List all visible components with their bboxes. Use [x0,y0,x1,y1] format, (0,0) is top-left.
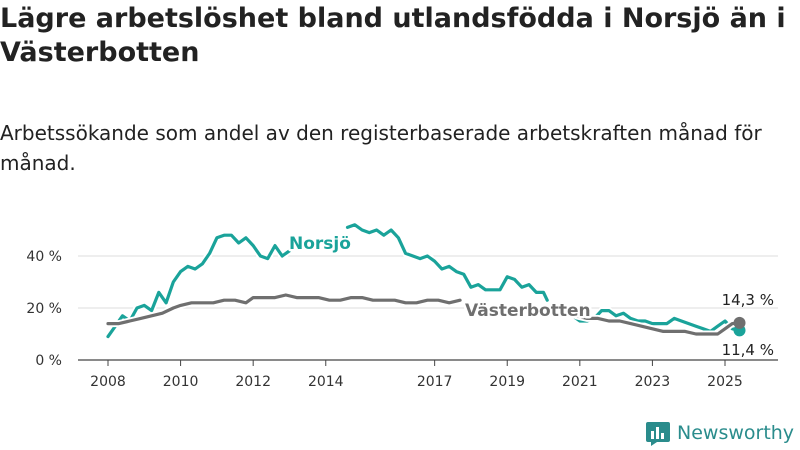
x-tick-label: 2012 [235,374,271,390]
series-label: Västerbotten [465,301,591,321]
series-end-value: 11,4 % [722,341,774,359]
series-line [106,223,742,339]
x-tick-label: 2014 [308,374,344,390]
brand-name: Newsworthy [677,422,795,444]
chart-title: Lägre arbetslöshet bland utlandsfödda i … [0,3,786,68]
series-line [106,293,742,336]
series-label-halo: Västerbotten [465,301,591,321]
x-tick-label: 2008 [90,374,126,390]
x-tick-label: 2019 [489,374,525,390]
series-end-value: 14,3 % [722,291,774,309]
y-tick-label: 20 % [26,301,62,317]
newsworthy-logo-icon [646,422,670,446]
y-tick-label: 40 % [26,249,62,265]
x-tick-label: 2017 [417,374,453,390]
x-tick-label: 2010 [163,374,199,390]
x-tick-label: 2025 [707,374,743,390]
series-label: Norsjö [289,234,351,254]
series-label-halo: Norsjö [289,234,351,254]
x-tick-label: 2023 [635,374,671,390]
chart-subtitle: Arbetssökande som andel av den registerb… [0,121,762,175]
x-tick-label: 2021 [562,374,598,390]
y-tick-label: 0 % [35,353,62,369]
newsworthy-logo: Newsworthy [645,420,794,446]
series-end-point [733,316,746,329]
